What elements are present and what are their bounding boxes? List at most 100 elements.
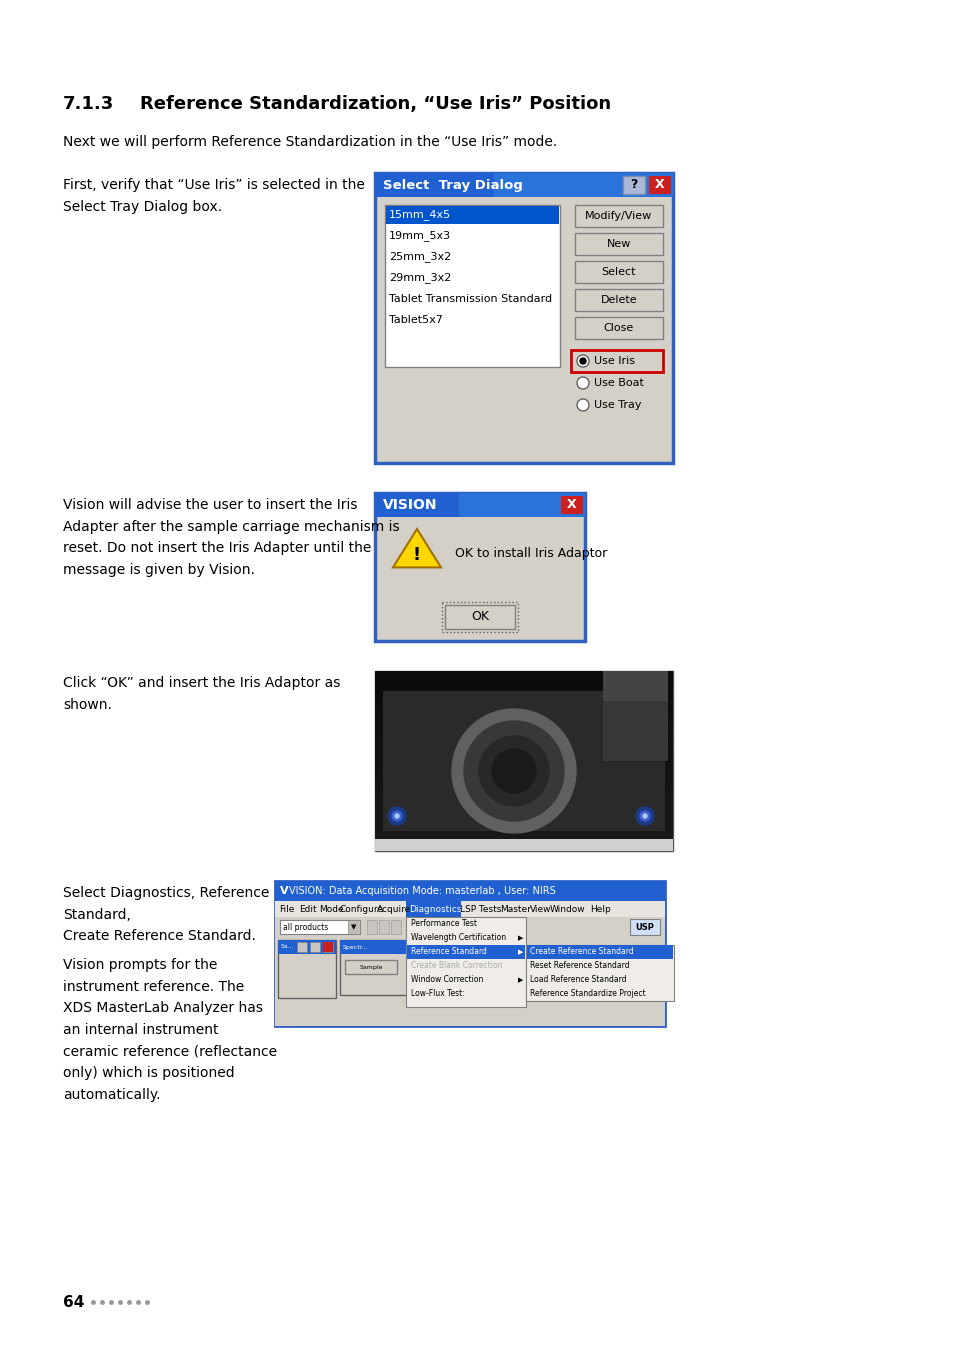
Bar bbox=[602, 671, 667, 761]
FancyBboxPatch shape bbox=[575, 317, 662, 339]
Bar bbox=[458, 493, 584, 517]
Bar bbox=[375, 173, 672, 463]
Text: VISION: Data Acquisition Mode: masterlab , User: NIRS: VISION: Data Acquisition Mode: masterlab… bbox=[289, 886, 556, 896]
Bar bbox=[494, 173, 672, 197]
Text: Next we will perform Reference Standardization in the “Use Iris” mode.: Next we will perform Reference Standardi… bbox=[63, 135, 557, 148]
Text: Edit: Edit bbox=[298, 904, 316, 914]
Text: Spectr...: Spectr... bbox=[343, 945, 369, 949]
Bar bbox=[406, 900, 460, 917]
Circle shape bbox=[452, 709, 576, 833]
Bar bbox=[378, 521, 580, 637]
Text: ▶: ▶ bbox=[517, 949, 523, 954]
Text: Sample: Sample bbox=[359, 964, 382, 969]
Text: Master: Master bbox=[499, 904, 530, 914]
Bar bbox=[526, 945, 672, 958]
Circle shape bbox=[577, 377, 588, 389]
Text: Mode: Mode bbox=[318, 904, 343, 914]
Bar bbox=[277, 940, 335, 954]
Bar bbox=[375, 493, 584, 517]
Text: Reset Reference Standard: Reset Reference Standard bbox=[530, 961, 629, 971]
Text: OK: OK bbox=[471, 610, 489, 624]
Bar bbox=[385, 205, 559, 367]
Text: Tablet Transmission Standard: Tablet Transmission Standard bbox=[389, 294, 552, 304]
Text: ▶: ▶ bbox=[517, 936, 523, 941]
Circle shape bbox=[642, 814, 646, 818]
Circle shape bbox=[579, 358, 585, 364]
Text: First, verify that “Use Iris” is selected in the
Select Tray Dialog box.: First, verify that “Use Iris” is selecte… bbox=[63, 178, 364, 213]
FancyBboxPatch shape bbox=[575, 234, 662, 255]
Bar bbox=[280, 919, 359, 934]
Text: Low-Flux Test:: Low-Flux Test: bbox=[411, 990, 464, 999]
Text: !: ! bbox=[413, 545, 420, 564]
Text: ▼: ▼ bbox=[351, 923, 356, 930]
Bar bbox=[375, 173, 672, 197]
Bar bbox=[367, 919, 376, 934]
Text: Window: Window bbox=[550, 904, 585, 914]
Bar bbox=[382, 691, 664, 832]
Bar bbox=[339, 940, 415, 954]
Bar bbox=[406, 917, 525, 1007]
FancyBboxPatch shape bbox=[345, 960, 396, 973]
Text: 29mm_3x2: 29mm_3x2 bbox=[389, 273, 451, 284]
Text: 7.1.3: 7.1.3 bbox=[63, 95, 114, 113]
Bar bbox=[629, 919, 659, 936]
FancyBboxPatch shape bbox=[622, 176, 644, 194]
Circle shape bbox=[639, 811, 649, 821]
Text: Wavelength Certification: Wavelength Certification bbox=[411, 933, 506, 942]
FancyBboxPatch shape bbox=[339, 940, 415, 995]
Text: Create Reference Standard: Create Reference Standard bbox=[530, 948, 633, 957]
Circle shape bbox=[636, 807, 654, 825]
Text: Use Boat: Use Boat bbox=[594, 378, 643, 387]
Text: OK to install Iris Adaptor: OK to install Iris Adaptor bbox=[455, 547, 607, 559]
Bar bbox=[648, 176, 670, 194]
Text: Configure: Configure bbox=[339, 904, 384, 914]
Text: Vision prompts for the
instrument reference. The
XDS MasterLab Analyzer has
an i: Vision prompts for the instrument refere… bbox=[63, 958, 276, 1102]
Circle shape bbox=[392, 811, 401, 821]
Text: Vision will advise the user to insert the Iris
Adapter after the sample carriage: Vision will advise the user to insert th… bbox=[63, 498, 399, 576]
Text: Use Iris: Use Iris bbox=[594, 356, 635, 366]
Bar bbox=[323, 942, 333, 952]
Circle shape bbox=[478, 736, 548, 806]
Text: USP: USP bbox=[635, 922, 654, 931]
Bar bbox=[274, 900, 664, 917]
Text: Click “OK” and insert the Iris Adaptor as
shown.: Click “OK” and insert the Iris Adaptor a… bbox=[63, 676, 340, 711]
Bar bbox=[323, 942, 333, 952]
FancyBboxPatch shape bbox=[277, 940, 335, 998]
Text: Acquire: Acquire bbox=[376, 904, 411, 914]
FancyBboxPatch shape bbox=[444, 605, 515, 629]
Text: Help: Help bbox=[589, 904, 610, 914]
Text: X: X bbox=[567, 498, 577, 512]
FancyBboxPatch shape bbox=[575, 289, 662, 310]
Circle shape bbox=[463, 721, 563, 821]
Text: ?: ? bbox=[630, 178, 637, 192]
Circle shape bbox=[388, 807, 406, 825]
Bar bbox=[378, 201, 668, 459]
Text: VISION: VISION bbox=[382, 498, 437, 512]
Bar bbox=[274, 882, 664, 900]
Text: Load Reference Standard: Load Reference Standard bbox=[530, 976, 626, 984]
Bar bbox=[378, 919, 389, 934]
FancyBboxPatch shape bbox=[441, 602, 517, 632]
Bar bbox=[375, 671, 672, 850]
Bar bbox=[375, 838, 672, 850]
Text: ▶: ▶ bbox=[517, 977, 523, 983]
Text: Reference Standardize Project: Reference Standardize Project bbox=[530, 990, 645, 999]
Bar bbox=[602, 671, 667, 701]
Text: all products: all products bbox=[283, 922, 328, 931]
Bar bbox=[560, 495, 582, 514]
Bar bbox=[348, 919, 359, 934]
Bar bbox=[274, 917, 664, 937]
Circle shape bbox=[395, 814, 398, 818]
Bar bbox=[296, 942, 307, 952]
Text: 15mm_4x5: 15mm_4x5 bbox=[389, 209, 451, 220]
Circle shape bbox=[492, 749, 536, 792]
Bar bbox=[310, 942, 319, 952]
Text: View: View bbox=[530, 904, 551, 914]
Text: V: V bbox=[280, 886, 289, 896]
Text: Performance Test: Performance Test bbox=[411, 919, 476, 929]
Bar bbox=[391, 919, 400, 934]
Text: Diagnostics: Diagnostics bbox=[409, 904, 461, 914]
Bar bbox=[407, 945, 524, 958]
Bar bbox=[525, 945, 673, 1000]
Text: 25mm_3x2: 25mm_3x2 bbox=[389, 251, 451, 262]
